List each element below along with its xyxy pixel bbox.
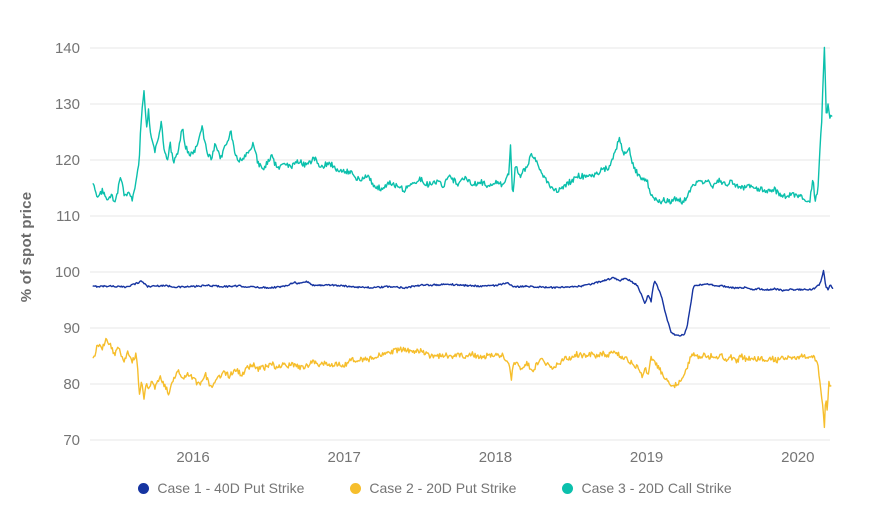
series-line-2 xyxy=(92,337,832,429)
legend-item-case2[interactable]: Case 2 - 20D Put Strike xyxy=(350,480,516,496)
legend: Case 1 - 40D Put Strike Case 2 - 20D Put… xyxy=(0,480,870,496)
legend-label-case2: Case 2 - 20D Put Strike xyxy=(369,480,517,496)
legend-marker-case3-icon xyxy=(562,482,574,494)
series-lines xyxy=(92,46,834,429)
y-axis-title: % of spot price xyxy=(18,192,35,303)
legend-label-case3: Case 3 - 20D Call Strike xyxy=(581,480,732,496)
y-tick-label: 90 xyxy=(63,320,80,337)
y-tick-label: 140 xyxy=(55,40,80,57)
x-tick-label: 2017 xyxy=(328,449,361,466)
x-tick-label: 2018 xyxy=(479,449,512,466)
y-axis-tick-labels: 70 80 90 100 110 120 130 140 xyxy=(55,40,80,449)
y-tick-label: 130 xyxy=(55,96,80,113)
legend-marker-case2-icon xyxy=(350,482,362,494)
x-tick-label: 2020 xyxy=(781,449,814,466)
series-line-3 xyxy=(92,46,833,205)
y-tick-label: 100 xyxy=(55,264,80,281)
x-tick-label: 2016 xyxy=(176,449,209,466)
series-line-1 xyxy=(92,269,834,337)
y-tick-label: 110 xyxy=(56,208,80,225)
y-tick-label: 80 xyxy=(63,376,80,393)
legend-label-case1: Case 1 - 40D Put Strike xyxy=(157,480,305,496)
legend-marker-case1-icon xyxy=(138,482,150,494)
y-tick-label: 70 xyxy=(63,432,80,449)
legend-item-case3[interactable]: Case 3 - 20D Call Strike xyxy=(562,480,732,496)
x-axis-tick-labels: 2016 2017 2018 2019 2020 xyxy=(176,449,814,466)
legend-item-case1[interactable]: Case 1 - 40D Put Strike xyxy=(138,480,304,496)
x-tick-label: 2019 xyxy=(630,449,663,466)
y-tick-label: 120 xyxy=(55,152,80,169)
